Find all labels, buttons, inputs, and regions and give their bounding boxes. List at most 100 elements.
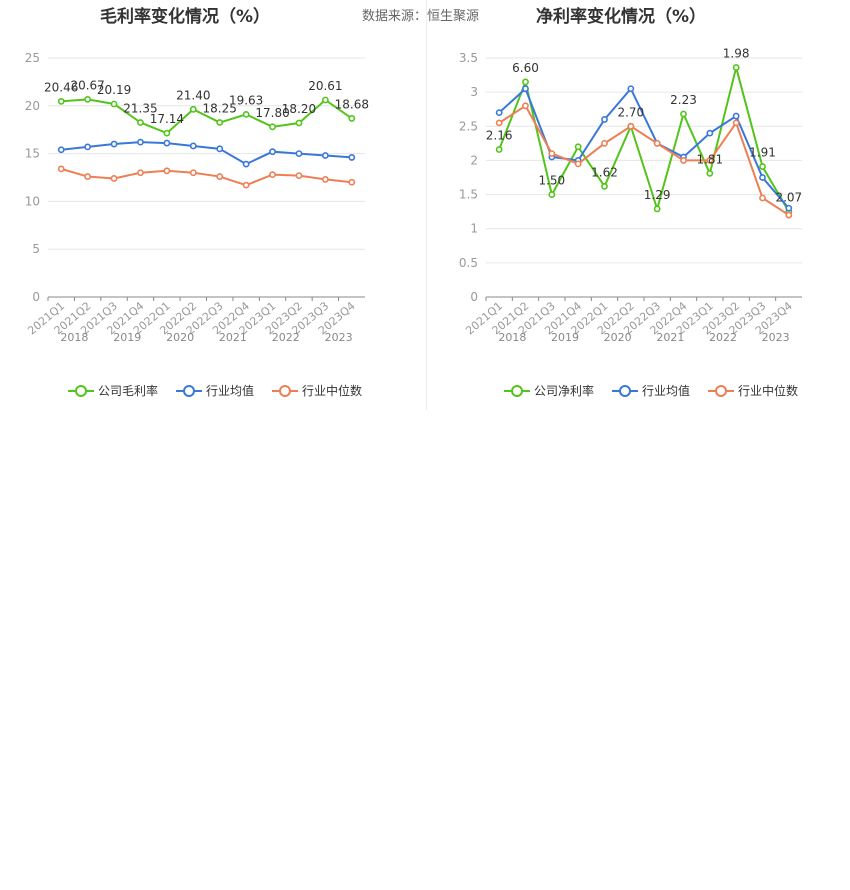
legend-industry-mean[interactable]: 行业均值	[612, 382, 690, 399]
data-point[interactable]	[495, 119, 503, 127]
data-label: 2.70	[617, 105, 644, 119]
data-point[interactable]	[137, 119, 144, 126]
data-point[interactable]	[732, 112, 740, 120]
data-point[interactable]	[295, 119, 303, 127]
legend-marker-icon	[504, 384, 530, 398]
data-point[interactable]	[295, 150, 303, 157]
y-tick-label: 25	[25, 51, 40, 65]
chart-legend: 公司净利率 行业均值 行业中位数	[504, 382, 798, 399]
data-point[interactable]	[84, 143, 92, 151]
data-point[interactable]	[601, 116, 608, 123]
data-point[interactable]	[759, 194, 766, 202]
data-point[interactable]	[785, 211, 793, 219]
data-point[interactable]	[84, 173, 92, 180]
data-point[interactable]	[137, 169, 144, 177]
data-point[interactable]	[321, 152, 329, 159]
data-point[interactable]	[269, 171, 276, 179]
legend-company-net[interactable]: 公司净利率	[504, 382, 594, 399]
legend-company-gross[interactable]: 公司毛利率	[68, 382, 158, 399]
legend-label: 行业中位数	[302, 384, 363, 398]
data-point[interactable]	[163, 167, 171, 175]
data-point[interactable]	[269, 148, 276, 156]
data-point[interactable]	[548, 191, 556, 198]
data-label: 21.35	[123, 102, 157, 116]
legend-label: 行业均值	[642, 384, 691, 398]
data-point[interactable]	[216, 173, 224, 180]
legend-label: 行业中位数	[738, 384, 799, 398]
data-point[interactable]	[601, 182, 608, 190]
data-point[interactable]	[163, 129, 171, 137]
data-label: 20.67	[70, 78, 104, 92]
data-point[interactable]	[706, 129, 714, 137]
data-label: 2.23	[670, 93, 697, 107]
data-point[interactable]	[627, 85, 635, 93]
y-tick-label: 2	[470, 153, 478, 167]
data-point[interactable]	[321, 176, 329, 183]
data-point[interactable]	[137, 138, 144, 146]
data-point[interactable]	[732, 64, 740, 71]
data-point[interactable]	[295, 172, 303, 179]
y-tick-label: 1	[470, 222, 478, 236]
data-point[interactable]	[242, 181, 250, 189]
data-point[interactable]	[522, 85, 529, 93]
year-label: 2020	[604, 331, 632, 344]
data-label: 20.46	[44, 80, 78, 94]
data-point[interactable]	[242, 160, 250, 168]
year-label: 2022	[709, 331, 737, 344]
data-point[interactable]	[522, 102, 529, 110]
data-point[interactable]	[57, 98, 65, 105]
y-tick-label: 1.5	[459, 188, 478, 202]
data-point[interactable]	[732, 119, 740, 127]
data-point[interactable]	[548, 150, 556, 157]
data-point[interactable]	[759, 174, 766, 181]
data-point[interactable]	[242, 111, 250, 118]
legend-industry-median[interactable]: 行业中位数	[708, 382, 798, 399]
data-source: 数据来源：恒生聚源	[362, 9, 480, 24]
data-point[interactable]	[574, 143, 582, 151]
data-label: 18.25	[203, 102, 237, 116]
data-point[interactable]	[216, 145, 224, 153]
data-point[interactable]	[321, 96, 329, 104]
data-point[interactable]	[57, 146, 65, 154]
legend-industry-median[interactable]: 行业中位数	[272, 382, 362, 399]
data-point[interactable]	[653, 205, 661, 213]
data-point[interactable]	[189, 105, 197, 113]
year-label: 2019	[551, 331, 579, 344]
data-point[interactable]	[57, 165, 65, 173]
legend-marker-icon	[68, 384, 94, 398]
data-point[interactable]	[706, 157, 714, 164]
data-point[interactable]	[706, 170, 714, 177]
data-point[interactable]	[653, 139, 661, 147]
data-point[interactable]	[574, 160, 582, 168]
data-label: 1.98	[723, 47, 750, 61]
legend-marker-icon	[176, 384, 203, 398]
legend-label: 行业均值	[206, 384, 255, 398]
legend-industry-mean[interactable]: 行业均值	[176, 382, 254, 399]
data-point[interactable]	[680, 110, 687, 118]
data-point[interactable]	[495, 146, 503, 153]
data-point[interactable]	[110, 140, 118, 148]
data-label: 17.14	[150, 112, 184, 126]
y-tick-label: 10	[25, 194, 40, 208]
y-tick-label: 0	[470, 290, 478, 304]
data-point[interactable]	[84, 95, 92, 103]
data-point[interactable]	[348, 115, 356, 122]
data-point[interactable]	[785, 204, 793, 212]
data-label: 17.80	[255, 106, 289, 120]
data-label: 21.40	[176, 88, 210, 102]
data-point[interactable]	[495, 109, 503, 117]
data-point[interactable]	[522, 78, 529, 86]
data-point[interactable]	[189, 142, 197, 150]
data-point[interactable]	[269, 123, 276, 131]
data-point[interactable]	[601, 139, 608, 147]
data-point[interactable]	[348, 178, 356, 186]
data-point[interactable]	[348, 154, 356, 161]
data-point[interactable]	[110, 175, 118, 182]
data-point[interactable]	[189, 169, 197, 177]
data-point[interactable]	[110, 100, 118, 108]
data-point[interactable]	[627, 122, 635, 130]
data-point[interactable]	[216, 119, 224, 126]
data-point[interactable]	[163, 139, 171, 147]
data-point[interactable]	[680, 157, 687, 164]
data-point[interactable]	[759, 163, 766, 170]
